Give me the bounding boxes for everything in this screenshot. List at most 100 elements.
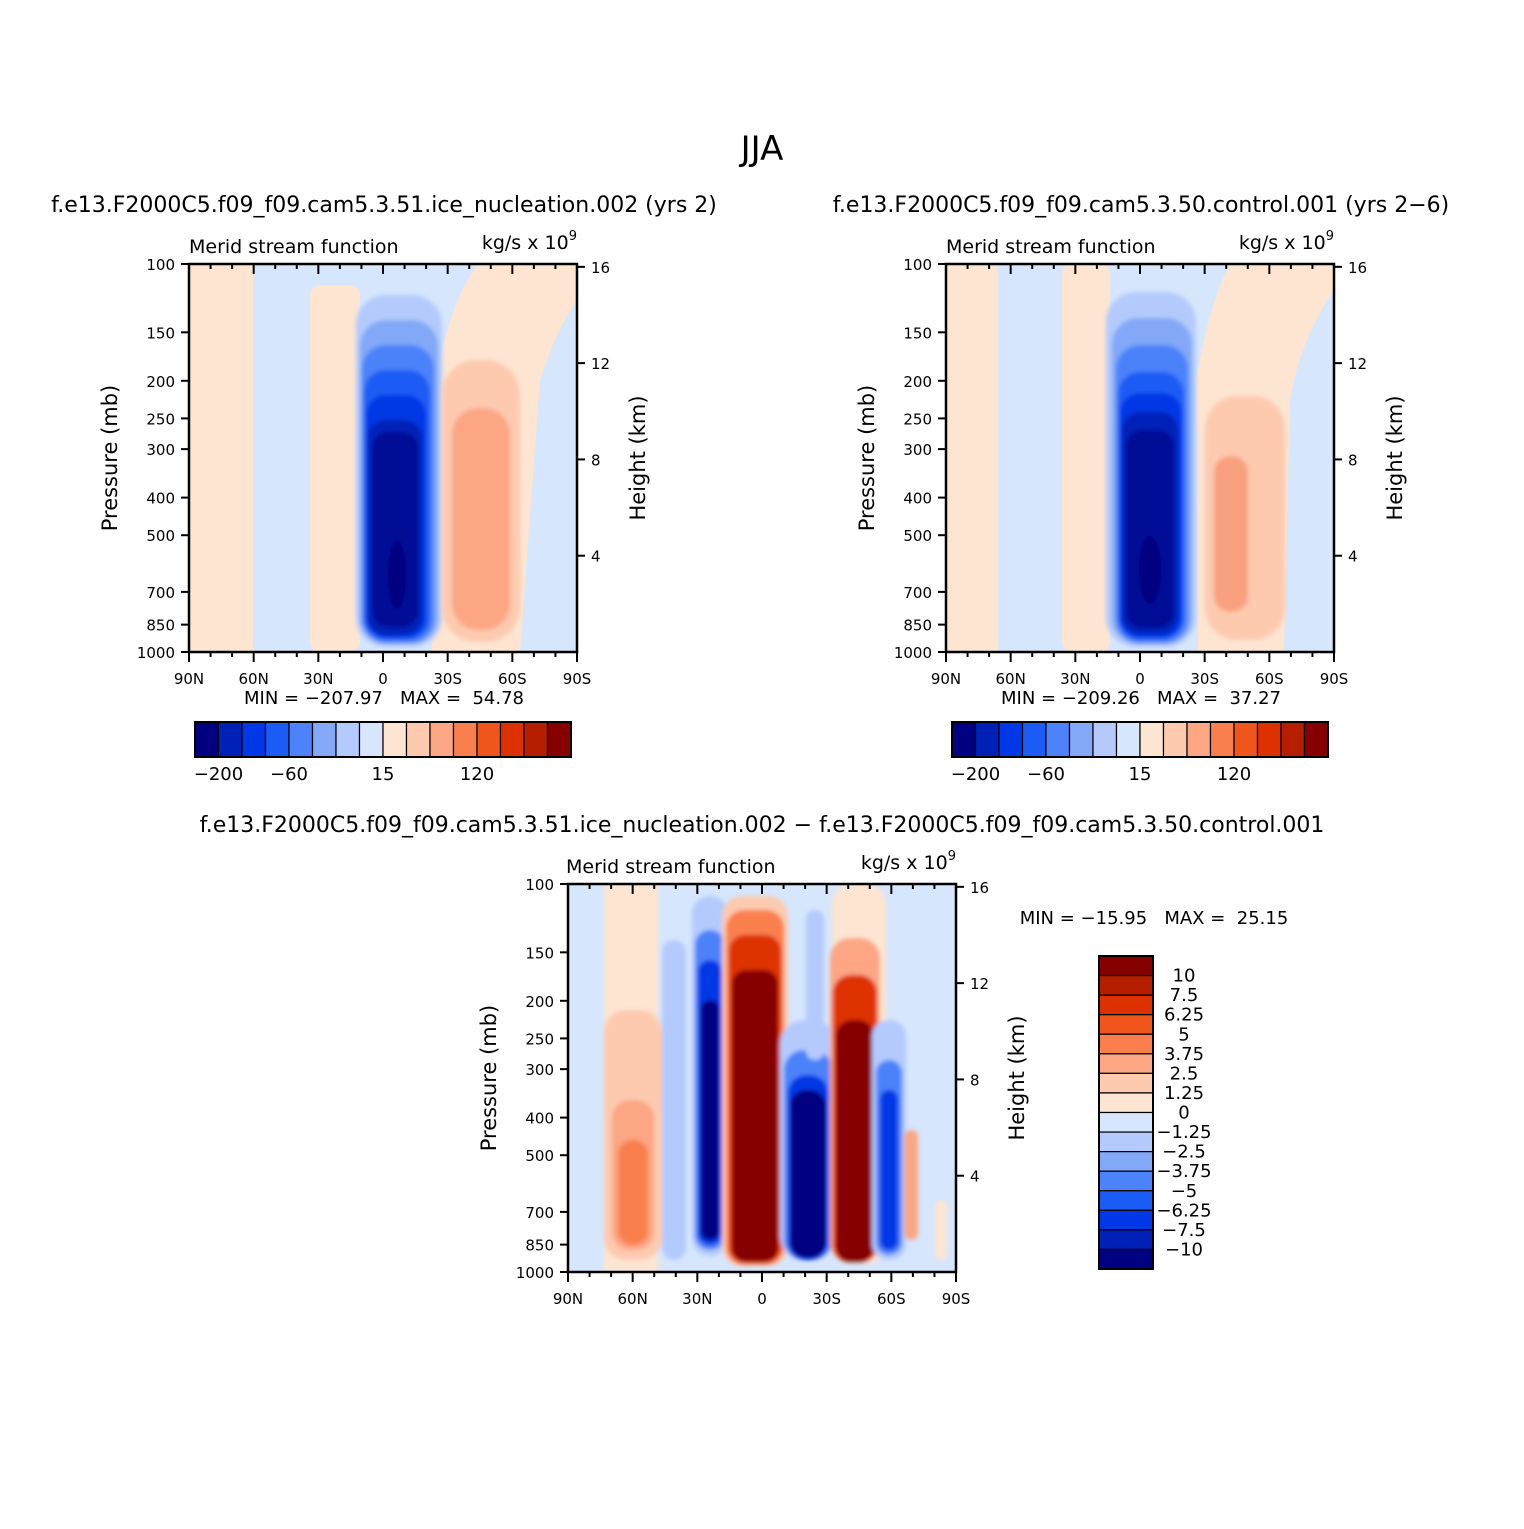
colorbar-label: −5 <box>1171 1181 1198 1202</box>
pressure-tick-label: 300 <box>525 1061 554 1079</box>
pressure-tick-label: 1000 <box>894 644 932 662</box>
contour-level <box>618 1140 648 1245</box>
panel-1-y2label: Height (km) <box>626 395 650 520</box>
colorbar-swatch <box>951 721 977 758</box>
pressure-tick-label: 250 <box>903 410 932 428</box>
axis-ticks <box>181 263 585 662</box>
axis-ticks <box>560 883 964 1282</box>
pressure-tick-label: 700 <box>903 584 932 602</box>
colorbar-swatch <box>1098 994 1154 1016</box>
positive-cell <box>442 360 520 642</box>
colorbar-swatch <box>194 721 220 758</box>
panel-2-y2label: Height (km) <box>1383 395 1407 520</box>
colorbar-label: −10 <box>1165 1239 1203 1260</box>
colorbar-label: 2.5 <box>1170 1063 1199 1084</box>
pressure-tick-label: 150 <box>525 944 554 962</box>
pressure-tick-label: 850 <box>525 1237 554 1255</box>
negative-cell <box>1106 292 1196 647</box>
contour-level <box>806 910 824 1060</box>
panel-2: f.e13.F2000C5.f09_f09.cam5.3.50.control.… <box>833 193 1449 785</box>
field-positive-band <box>946 264 998 652</box>
lat-tick-label: 90N <box>174 670 204 688</box>
contour-level <box>1214 456 1248 612</box>
colorbar-label: 5 <box>1178 1024 1189 1045</box>
colorbar-swatch <box>452 721 478 758</box>
colorbar-label: 3.75 <box>1164 1044 1204 1065</box>
contour-level <box>904 1130 918 1240</box>
pressure-tick-label: 850 <box>903 617 932 635</box>
colorbar-swatch <box>1098 1072 1154 1094</box>
colorbar: −200 −60 15 120 <box>194 721 572 785</box>
height-tick-label: 16 <box>1348 259 1367 277</box>
colorbar-label: −1.25 <box>1156 1122 1211 1143</box>
lat-tick-label: 60N <box>618 1290 648 1308</box>
contour-level <box>732 970 778 1262</box>
lat-tick-label: 30N <box>303 670 333 688</box>
contour-level <box>662 940 686 1260</box>
lat-tick-label: 90N <box>553 1290 583 1308</box>
panel-1-units-exp: 9 <box>569 229 577 244</box>
height-tick-label: 12 <box>1348 355 1367 373</box>
height-tick-label: 8 <box>1348 451 1358 469</box>
height-tick-label: 4 <box>970 1168 980 1186</box>
colorbar-swatch <box>1098 1033 1154 1055</box>
colorbar-swatch <box>1233 721 1259 758</box>
colorbar-swatch <box>1098 1209 1154 1231</box>
pressure-tick-label: 400 <box>525 1110 554 1128</box>
difference-field <box>604 884 947 1272</box>
axis-ticks <box>938 263 1342 662</box>
colorbar-swatch <box>335 721 361 758</box>
pressure-tick-label: 500 <box>903 527 932 545</box>
colorbar-label: 6.25 <box>1164 1005 1204 1026</box>
colorbar-swatch <box>1162 721 1188 758</box>
pressure-tick-label: 400 <box>146 490 175 508</box>
height-tick-label: 16 <box>591 259 610 277</box>
panel-2-units-exp: 9 <box>1326 229 1334 244</box>
colorbar-swatch <box>1092 721 1118 758</box>
pressure-tick-label: 1000 <box>137 644 175 662</box>
lat-tick-label: 30S <box>812 1290 841 1308</box>
colorbar-label: −6.25 <box>1156 1200 1211 1221</box>
height-tick-label: 12 <box>591 355 610 373</box>
colorbar-swatch <box>1098 1170 1154 1192</box>
colorbar-label: 120 <box>460 764 494 785</box>
contour-level <box>880 1090 898 1250</box>
panel-3-left-title: Merid stream function <box>566 856 776 878</box>
colorbar-label: −200 <box>951 764 1000 785</box>
colorbar-swatch <box>1098 1092 1154 1114</box>
field-positive-band <box>1062 264 1110 652</box>
lat-tick-label: 60S <box>1255 670 1284 688</box>
pressure-tick-label: 200 <box>525 993 554 1011</box>
colorbar-swatch <box>1098 955 1154 977</box>
pressure-tick-label: 100 <box>903 256 932 274</box>
height-tick-label: 16 <box>970 879 989 897</box>
panel-1-ylabel: Pressure (mb) <box>98 385 122 532</box>
pressure-tick-label: 500 <box>525 1147 554 1165</box>
colorbar-swatch <box>974 721 1000 758</box>
figure-title: JJA <box>739 129 784 169</box>
colorbar-swatch <box>1209 721 1235 758</box>
lat-tick-label: 90N <box>931 670 961 688</box>
colorbar-label: 1.25 <box>1164 1083 1204 1104</box>
panel-1-minmax: MIN = −207.97 MAX = 54.78 <box>244 688 524 709</box>
contour-level <box>388 541 406 609</box>
colorbar-label: −3.75 <box>1156 1161 1211 1182</box>
pressure-tick-label: 200 <box>903 373 932 391</box>
colorbar-swatch <box>1098 1151 1154 1172</box>
panel-3-y2label: Height (km) <box>1005 1015 1029 1140</box>
panel-2-plot-area <box>946 264 1334 652</box>
lat-tick-label: 60N <box>239 670 269 688</box>
field-positive-band <box>310 285 360 652</box>
colorbar-label: −2.5 <box>1162 1142 1206 1163</box>
colorbar-swatch <box>523 721 549 758</box>
pressure-tick-label: 150 <box>146 324 175 342</box>
panel-3-units: kg/s x 109 <box>861 849 956 874</box>
panel-3-units-base: kg/s x 10 <box>861 852 948 874</box>
panel-2-minmax: MIN = −209.26 MAX = 37.27 <box>1001 688 1281 709</box>
pressure-tick-label: 300 <box>903 441 932 459</box>
colorbar-swatch <box>1098 974 1154 996</box>
contour-level <box>790 1090 826 1258</box>
colorbar-swatch <box>264 721 290 758</box>
colorbar-label: 10 <box>1173 966 1196 987</box>
